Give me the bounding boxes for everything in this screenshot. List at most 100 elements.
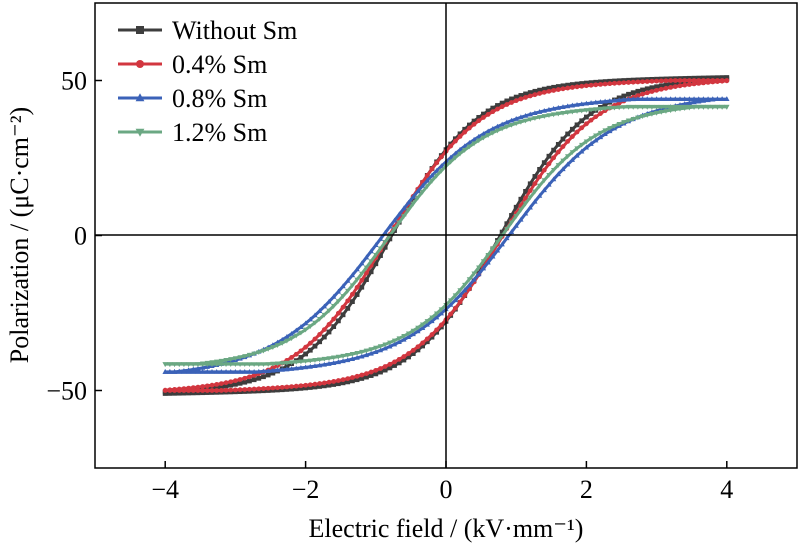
data-point <box>527 90 533 95</box>
data-point <box>523 91 528 97</box>
data-point <box>635 96 641 102</box>
data-point <box>541 107 547 113</box>
data-point <box>593 114 599 120</box>
data-point <box>448 301 454 307</box>
data-point <box>607 126 613 131</box>
data-point <box>569 126 575 132</box>
data-point <box>293 351 299 357</box>
data-point <box>364 374 369 380</box>
legend-label: 0.4% Sm <box>172 50 267 79</box>
data-point <box>335 381 341 387</box>
data-point <box>649 111 655 117</box>
data-point <box>340 358 346 364</box>
data-point <box>317 332 323 337</box>
data-point <box>359 376 365 381</box>
data-point <box>672 107 678 113</box>
data-point <box>382 229 388 235</box>
data-point <box>551 176 557 182</box>
data-point <box>579 108 585 114</box>
data-point <box>724 78 730 84</box>
data-point <box>597 130 604 136</box>
data-point <box>607 81 613 87</box>
data-point <box>321 356 327 362</box>
data-point <box>668 85 674 90</box>
data-point <box>551 88 557 93</box>
data-point <box>429 178 435 184</box>
data-point <box>303 382 308 388</box>
data-point <box>172 388 177 393</box>
data-point <box>668 104 674 110</box>
data-point <box>331 304 337 309</box>
data-point <box>672 78 678 83</box>
data-point <box>616 97 622 103</box>
data-point <box>536 115 543 120</box>
data-point <box>242 379 248 385</box>
data-point <box>415 325 421 331</box>
data-point <box>345 353 351 358</box>
data-point <box>518 114 524 120</box>
data-point <box>363 265 370 271</box>
data-point <box>359 372 365 378</box>
data-point <box>532 88 538 94</box>
data-point <box>471 121 477 127</box>
data-point <box>382 367 388 373</box>
data-point <box>654 78 659 84</box>
data-point <box>611 97 618 103</box>
data-point <box>686 78 692 83</box>
data-point <box>495 103 500 108</box>
data-point <box>499 229 505 235</box>
data-point <box>682 82 688 88</box>
data-point <box>504 227 510 232</box>
data-point <box>288 330 295 336</box>
data-point <box>621 80 627 86</box>
data-point <box>579 148 585 154</box>
data-point <box>232 369 239 374</box>
data-point <box>691 99 697 105</box>
data-point <box>494 247 501 253</box>
data-point <box>261 374 266 380</box>
data-point <box>560 144 566 149</box>
data-point <box>616 105 622 111</box>
data-point <box>387 343 393 349</box>
data-point <box>672 81 678 87</box>
data-point <box>672 96 678 102</box>
data-point <box>331 382 337 387</box>
legend-item: 0.8% Sm <box>118 84 267 113</box>
data-point <box>326 382 332 388</box>
data-point <box>359 271 365 277</box>
data-point <box>387 223 393 229</box>
data-point <box>162 388 168 393</box>
data-point <box>387 236 393 242</box>
data-point <box>457 151 463 157</box>
data-point <box>653 96 660 102</box>
data-point <box>555 171 561 177</box>
data-point <box>256 350 262 355</box>
data-point <box>190 388 196 393</box>
data-point <box>700 104 707 110</box>
data-point <box>467 125 472 131</box>
data-point <box>326 308 332 314</box>
data-point <box>672 84 678 89</box>
x-tick-label: −4 <box>151 475 179 504</box>
data-point <box>237 355 243 361</box>
data-point <box>359 277 365 283</box>
data-point <box>265 385 271 391</box>
data-point <box>682 78 688 83</box>
data-point <box>359 260 365 266</box>
data-point <box>284 360 290 366</box>
data-point <box>331 324 337 329</box>
data-point <box>345 298 351 304</box>
data-point <box>209 382 215 388</box>
data-point <box>326 322 332 327</box>
data-point <box>457 131 463 137</box>
data-point <box>579 101 585 107</box>
data-point <box>546 106 552 112</box>
data-point <box>345 288 351 294</box>
data-point <box>518 96 524 102</box>
data-point <box>307 324 313 330</box>
data-point <box>260 362 267 368</box>
data-point <box>317 362 323 368</box>
data-point <box>223 387 229 393</box>
data-point <box>363 254 370 260</box>
data-point <box>136 26 144 34</box>
